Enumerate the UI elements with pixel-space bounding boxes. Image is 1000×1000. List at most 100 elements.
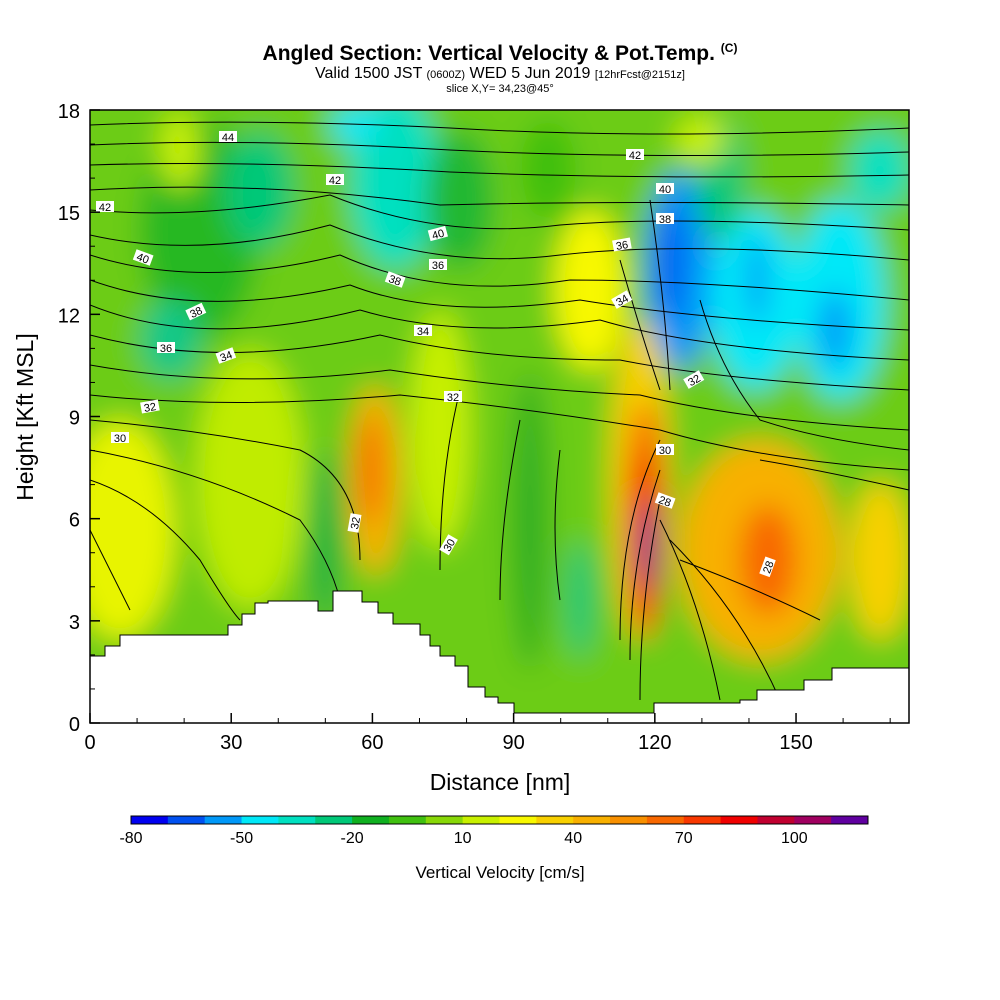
colorbar-swatch [167,816,206,824]
colorbar-swatch [315,816,353,824]
y-tick-label: 6 [69,510,80,532]
y-tick-label: 0 [69,714,80,736]
contour-label-bg [414,325,432,336]
contour-label-text: 42 [329,175,341,187]
contour-label: 42 [326,174,344,187]
x-tick-label: 0 [84,732,95,754]
contour-label-bg [656,444,674,455]
colorbar-swatch [794,816,832,824]
x-tick-label: 90 [502,732,524,754]
contour-label-text: 42 [99,202,111,214]
colorbar-tick-label: 40 [564,830,582,847]
y-tick-label: 18 [58,101,80,123]
contour-label: 32 [347,513,363,533]
x-tick-label: 60 [361,732,383,754]
chart-subtitle: Valid 1500 JST (0600Z) WED 5 Jun 2019 [1… [315,65,685,82]
colorbar-tick-label: -80 [119,830,142,847]
contour-label: 44 [219,131,237,144]
contour-label-text: 42 [629,150,641,162]
y-tick-label: 12 [58,305,80,327]
contour-label: 40 [427,225,448,243]
contour-label-bg [347,513,362,533]
x-tick-label: 30 [220,732,242,754]
theta-contours [90,121,909,701]
contour-label-bg [444,391,462,402]
contour-label: 32 [140,399,160,415]
contour-label-bg [140,399,160,414]
contour-label-bg [132,249,154,266]
colorbar-swatch [683,816,722,824]
colorbar-swatch [462,816,500,824]
contour-label-text: 40 [659,184,671,196]
contour-label-bg [326,174,344,185]
contour-label: 38 [384,271,406,289]
y-tick-label: 3 [69,612,80,634]
velocity-field [90,110,909,723]
contour-label-text: 40 [135,251,151,266]
y-axis-label: Height [Kft MSL] [12,333,38,500]
contour-label-text: 38 [387,273,403,288]
contour-label-bg [759,556,776,578]
contour-label-text: 32 [686,373,703,390]
contour-label: 42 [96,201,114,214]
contour-label: 36 [429,259,447,272]
colorbar-title: Vertical Velocity [cm/s] [415,863,585,882]
colorbar-swatch [646,816,685,824]
colorbar-swatch [757,816,795,824]
contour-label: 38 [185,302,207,321]
colorbar-swatch [131,816,169,824]
contour-label-bg [96,201,114,212]
contour-label: 30 [111,432,129,445]
contour-label: 30 [439,534,459,556]
x-tick-label: 120 [638,732,671,754]
contour-label-text: 28 [761,560,776,576]
colorbar-tick-label: -20 [341,830,364,847]
contour-label-bg [111,432,129,443]
contour-label: 40 [132,249,154,267]
colorbar-tick-label: -50 [230,830,253,847]
contour-label: 36 [157,342,175,355]
contour-label-text: 38 [659,214,671,226]
contour-label-bg [626,149,644,160]
y-tick-label: 9 [69,408,80,430]
colorbar-swatch [204,816,243,824]
colorbar-swatch [536,816,574,824]
contour-label-bg [427,225,448,242]
colorbar-swatch [388,816,427,824]
colorbar-swatch [241,816,279,824]
contour-label-bg [611,290,633,309]
contour-label-text: 40 [431,228,446,243]
colorbar-swatch [278,816,316,824]
x-tick-label: 150 [779,732,812,754]
contour-label-text: 30 [659,445,671,457]
colorbar-swatch [499,816,537,824]
contour-label: 32 [683,370,705,390]
contour-label-text: 30 [442,537,459,554]
contour-label-bg [656,183,674,194]
contour-label: 38 [656,213,674,226]
contour-label-text: 36 [615,239,629,253]
contour-label: 34 [611,290,633,309]
contour-label-text: 34 [417,326,429,338]
contour-label-bg [439,534,458,556]
contour-label-bg [219,131,237,142]
contour-label-bg [429,259,447,270]
colorbar-frame [130,815,869,825]
contour-label: 28 [654,492,676,510]
colorbar-tick-label: 70 [675,830,693,847]
contour-label-text: 34 [219,349,235,364]
colorbar-tick-label: 10 [454,830,472,847]
plot-area [90,110,909,723]
colorbar: -80 -50 -20 10 40 70 100 [119,815,869,847]
contour-label-text: 32 [143,401,157,415]
chart-slice-info: slice X,Y= 34,23@45° [446,83,554,95]
colorbar-swatch [573,816,611,824]
contour-label-bg [157,342,175,353]
contour-label-text: 32 [447,392,459,404]
contour-label-bg [215,347,237,364]
contour-label-text: 36 [432,260,444,272]
contour-label-text: 28 [657,494,673,509]
contour-label-text: 44 [222,132,234,144]
